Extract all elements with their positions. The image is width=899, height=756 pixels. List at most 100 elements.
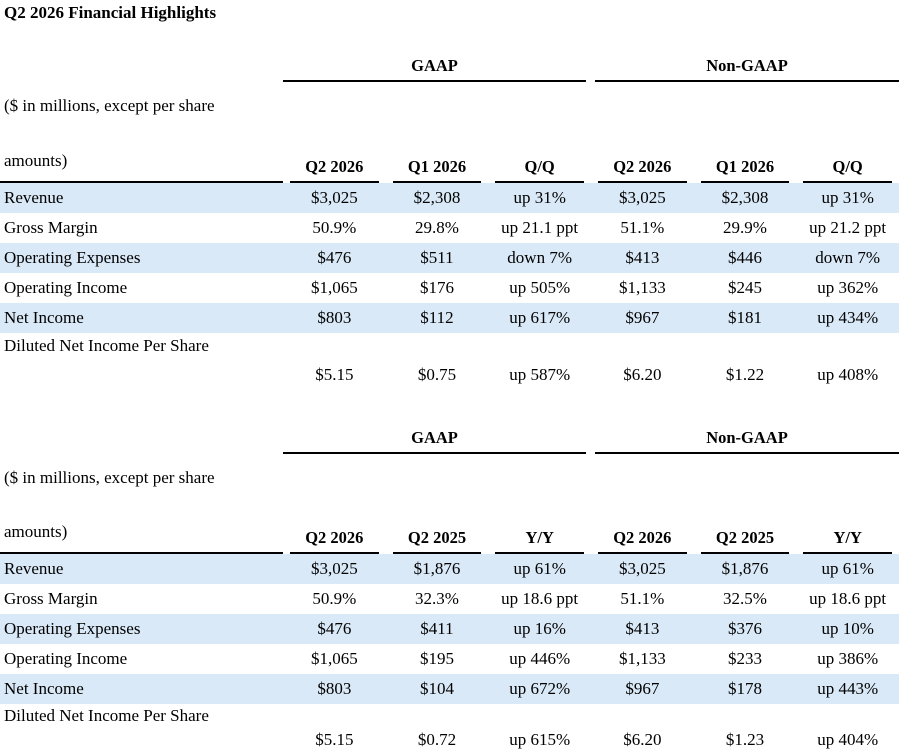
cell-value: $413 [625,619,660,638]
cell-value: up 443% [817,679,879,698]
cell-value: $3,025 [310,559,358,578]
row-label: Operating Expenses [4,619,141,638]
cell-value: $3,025 [618,559,666,578]
row-label: Net Income [4,308,84,327]
cell-value: $376 [727,619,762,638]
cell-value: $411 [420,619,454,638]
cell-value: $181 [727,308,762,327]
group-header-non-gaap-label: Non-GAAP [706,56,788,75]
cell-value: $803 [317,308,352,327]
cell-value: $195 [419,649,454,668]
cell-value: 32.3% [415,589,459,608]
row-label: Operating Income [4,649,128,668]
column-header: Q2 2026 [591,454,694,554]
cell-value: $3,025 [618,188,666,207]
group-header-spacer [0,44,283,82]
group-header-gaap: GAAP [283,416,586,454]
column-header-row: ($ in millions, except per share amounts… [0,82,899,183]
row-label: Diluted Net Income Per Share [4,705,209,725]
table-body: Revenue $3,025 $2,308 up 31% $3,025 $2,308 up … [0,183,899,392]
cell-value: down 7% [507,248,572,267]
column-header: Q2 2025 [386,454,489,554]
cell-value: $245 [727,278,762,297]
cell-value: $176 [419,278,454,297]
cell-value: $5.15 [315,365,354,384]
table-row: Operating Expenses $476 $511 down 7% $413 $44… [0,243,899,273]
units-note-line1: ($ in millions, except per share [4,468,215,487]
cell-value: up 434% [817,308,879,327]
column-header: Q2 2026 [283,82,386,183]
cell-value: up 61% [513,559,566,578]
column-header-label: Q2 2026 [597,157,687,183]
cell-value: 51.1% [620,218,665,237]
table-row: Diluted Net Income Per Share [0,704,899,727]
table-row: Revenue $3,025 $2,308 up 31% $3,025 $2,308 up … [0,183,899,213]
qoq-table: GAAP Non-GAAP ($ in millions, except per… [0,44,899,392]
cell-value: $476 [317,619,352,638]
table-row: Operating Income $1,065 $176 up 505% $1,133 $… [0,273,899,303]
cell-value: up 61% [821,559,874,578]
units-note-line2: amounts) [4,522,68,541]
cell-value: $1,876 [721,559,769,578]
row-label: Revenue [4,559,64,578]
cell-value: up 617% [509,308,571,327]
table-row: Gross Margin 50.9% 29.8% up 21.1 ppt 51.1% 29… [0,213,899,243]
column-header: Q/Q [796,82,899,183]
cell-value: up 672% [509,679,571,698]
cell-value: $967 [625,308,660,327]
cell-value: $967 [625,679,660,698]
column-header: Q2 2025 [694,454,797,554]
cell-value: up 16% [513,619,566,638]
cell-value: up 18.6 ppt [501,589,579,608]
row-label: Gross Margin [4,218,98,237]
group-header-row: GAAP Non-GAAP [0,416,899,454]
cell-value: $446 [727,248,762,267]
cell-value: $178 [727,679,762,698]
row-label: Net Income [4,679,84,698]
cell-value: $2,308 [413,188,461,207]
cell-value: up 18.6 ppt [809,589,887,608]
table-row: Operating Income $1,065 $195 up 446% $1,133 $… [0,644,899,674]
table-row: Diluted Net Income Per Share [0,333,899,358]
table-row: Gross Margin 50.9% 32.3% up 18.6 ppt 51.1% 32… [0,584,899,614]
column-header-label: Q2 2026 [290,528,379,554]
cell-value: up 615% [509,729,571,749]
cell-value: $1,065 [310,649,358,668]
group-header-non-gaap: Non-GAAP [595,416,899,454]
row-label [0,727,283,752]
table-body: Revenue $3,025 $1,876 up 61% $3,025 $1,876 up … [0,554,899,752]
group-header-gaap-label: GAAP [411,428,458,447]
cell-value: $112 [420,308,454,327]
table-row: Net Income $803 $112 up 617% $967 $181 up 434% [0,303,899,333]
column-header: Q1 2026 [386,82,489,183]
cell-value: $511 [420,248,454,267]
cell-value: up 408% [817,365,879,384]
table-row: Net Income $803 $104 up 672% $967 $178 up 443% [0,674,899,704]
column-header-label: Q2 2025 [392,528,482,554]
cell-value: $476 [317,248,352,267]
cell-value: up 587% [509,365,571,384]
cell-value: $1.22 [725,365,765,384]
cell-value: $1,133 [618,278,666,297]
cell-value: $0.75 [417,365,457,384]
units-note-line2: amounts) [4,151,68,170]
table-row: Revenue $3,025 $1,876 up 61% $3,025 $1,876 up … [0,554,899,584]
group-header-gaap: GAAP [283,44,586,82]
cell-value: up 31% [513,188,566,207]
cell-value: $1.23 [725,729,765,749]
group-header-spacer [0,416,283,454]
column-header: Q/Q [488,82,591,183]
cell-value: up 31% [821,188,874,207]
cell-value: up 21.2 ppt [809,218,887,237]
cell-value: $6.20 [623,729,662,749]
page-title: Q2 2026 Financial Highlights [4,3,217,22]
column-header: Q1 2026 [694,82,797,183]
table-row: $5.15 $0.72 up 615% $6.20 $1.23 up 404% [0,727,899,752]
units-note-line1: ($ in millions, except per share [4,96,215,115]
cell-value: 50.9% [312,589,357,608]
units-note: ($ in millions, except per share amounts… [0,82,283,183]
units-note: ($ in millions, except per share amounts… [0,454,283,554]
column-header: Q2 2026 [591,82,694,183]
row-label: Operating Expenses [4,248,141,267]
